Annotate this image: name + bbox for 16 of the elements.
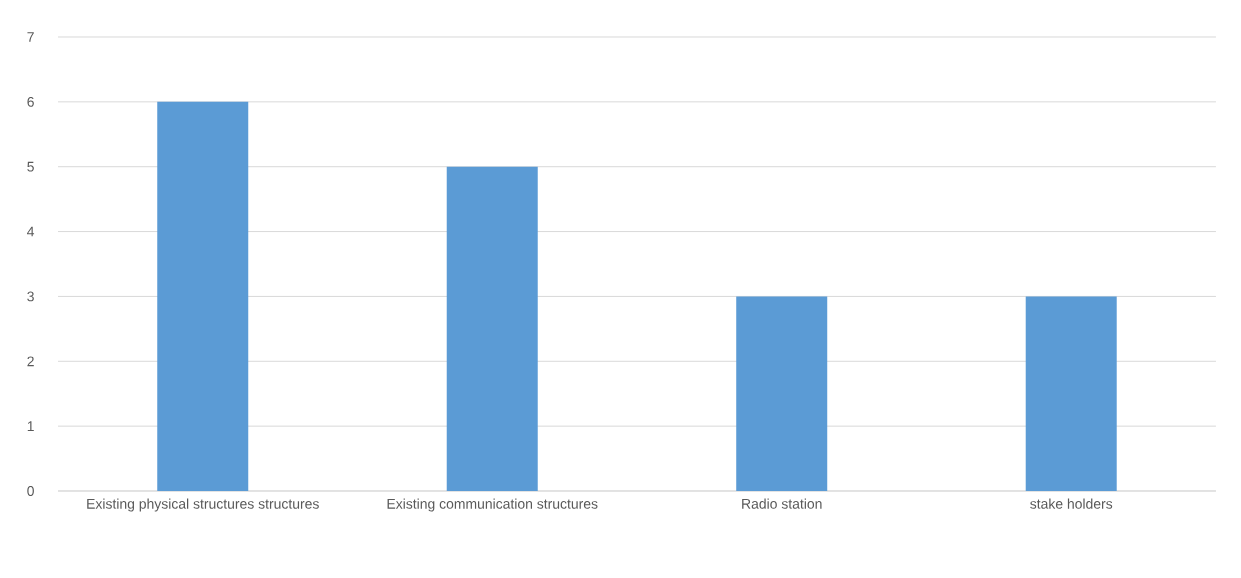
- bar: [446, 166, 538, 491]
- y-tick-label: 6: [27, 96, 34, 107]
- x-tick-label: Existing communication structures: [387, 498, 598, 512]
- y-tick-label: 3: [27, 291, 34, 302]
- x-tick-label: Radio station: [742, 498, 822, 509]
- y-tick-label: 4: [27, 226, 35, 237]
- bar: [736, 296, 828, 491]
- y-tick-label: 7: [27, 32, 34, 42]
- y-tick-label: 2: [27, 356, 34, 367]
- x-tick-label: stake holders: [1030, 498, 1113, 509]
- y-tick-label: 1: [27, 421, 34, 431]
- bar: [157, 101, 249, 491]
- bar: [1025, 296, 1117, 491]
- x-tick-label: Existing physical structures structures: [87, 498, 319, 512]
- y-tick-label: 0: [27, 486, 34, 496]
- y-tick-label: 5: [27, 161, 34, 172]
